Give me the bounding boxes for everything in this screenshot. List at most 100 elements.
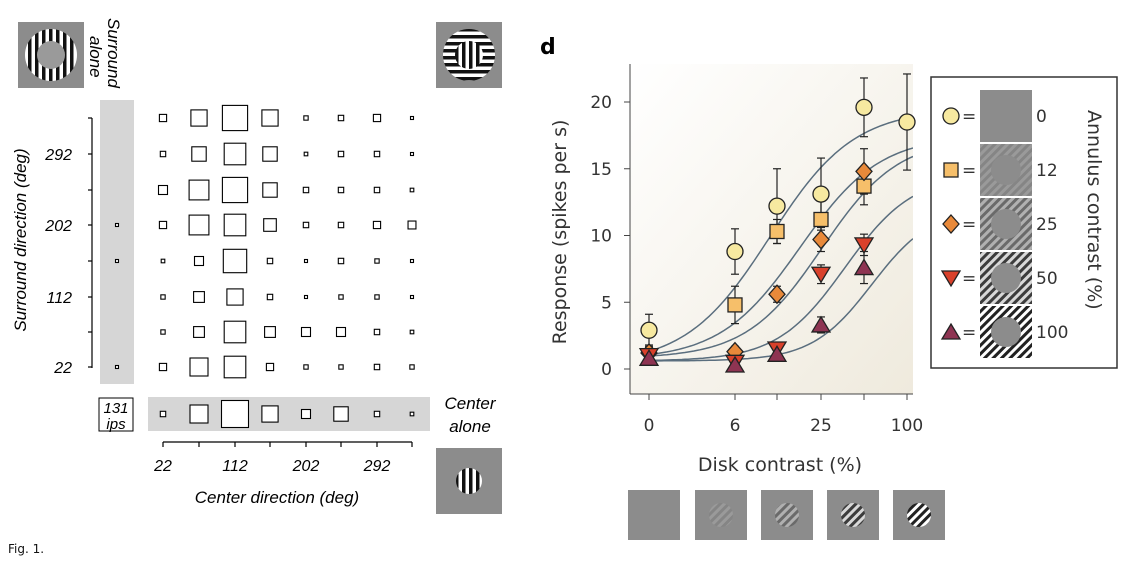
response-square — [409, 294, 415, 300]
center-alone-square — [189, 404, 209, 424]
legend-equals: = — [962, 161, 976, 181]
response-square — [190, 109, 208, 127]
disk-thumb-0 — [628, 490, 680, 540]
response-square — [409, 151, 415, 157]
response-square — [373, 328, 381, 336]
response-square — [409, 329, 415, 335]
center-alone-square — [261, 405, 279, 423]
response-square — [303, 258, 309, 264]
response-square — [337, 221, 345, 229]
response-square — [409, 115, 415, 121]
legend-marker-0 — [942, 107, 960, 125]
center-alone-square — [409, 411, 415, 417]
response-square — [189, 357, 209, 377]
surround-stimulus-icon — [18, 22, 84, 88]
legend-marker-50 — [940, 270, 962, 288]
legend-label: 12 — [1036, 161, 1058, 181]
response-square — [265, 362, 275, 372]
response-square — [262, 182, 278, 198]
legend-label: 100 — [1036, 323, 1068, 343]
response-square — [303, 151, 309, 157]
response-square — [160, 329, 166, 335]
response-square — [409, 364, 415, 370]
legend-label: 0 — [1036, 107, 1047, 127]
response-square — [373, 150, 381, 158]
response-square — [374, 258, 380, 264]
data-point-0 — [640, 321, 658, 339]
y-tick-label: 202 — [44, 218, 72, 235]
response-square — [335, 326, 347, 338]
legend: = 0 = 12 = 25 = 50 = 100 Annulus contrast (%) — [930, 76, 1118, 369]
y-tick-label: 10 — [590, 227, 612, 247]
data-points — [638, 73, 916, 373]
x-tick-label: 292 — [363, 458, 391, 475]
fit-curve — [654, 116, 913, 351]
data-point-50 — [810, 266, 832, 284]
data-point-25 — [812, 229, 830, 250]
response-square — [160, 294, 166, 300]
legend-stimulus-icon — [980, 198, 1032, 250]
response-square — [261, 109, 279, 127]
scale-label-unit: ips — [106, 416, 126, 433]
response-square — [262, 146, 278, 162]
data-point-50 — [853, 237, 875, 255]
data-point-12 — [727, 297, 743, 313]
surround-alone-label-line2: alone — [86, 36, 105, 78]
surround-alone-square — [114, 364, 120, 370]
center-stimulus-icon — [436, 448, 502, 514]
x-tick-label: 0 — [644, 416, 655, 436]
x-tick-label: 6 — [730, 416, 741, 436]
x-tick-label: 22 — [153, 458, 172, 475]
center-alone-square — [373, 410, 381, 418]
legend-marker-25 — [942, 214, 960, 234]
legend-stimulus-icon — [980, 252, 1032, 304]
y-tick-label: 0 — [601, 360, 612, 380]
response-square — [374, 294, 380, 300]
response-square — [158, 220, 168, 230]
response-square — [223, 142, 247, 166]
legend-title: Annulus contrast (%) — [1083, 110, 1105, 310]
legend-equals: = — [962, 215, 976, 235]
data-point-100 — [766, 345, 788, 362]
figure-caption: Fig. 1. — [8, 542, 45, 556]
y-tick-label: 5 — [601, 293, 612, 313]
fit-curve — [655, 238, 913, 362]
legend-label: 25 — [1036, 215, 1058, 235]
response-square — [338, 364, 344, 370]
center-alone-square — [300, 408, 312, 420]
contrast-response-panel: d 0 5 10 15 20 0 6 25 100 Response (spikes per s… — [540, 35, 1118, 540]
response-square — [303, 294, 309, 300]
response-square — [302, 221, 310, 229]
x-tick-label: 25 — [810, 416, 832, 436]
response-square — [372, 220, 382, 230]
response-square — [193, 255, 205, 267]
surround-direction-axis: 292 202 112 22 — [44, 117, 93, 377]
data-point-100 — [810, 315, 832, 333]
center-alone-square — [333, 406, 349, 422]
response-square — [191, 146, 207, 162]
response-square — [222, 248, 248, 274]
legend-stimulus-icon — [980, 144, 1032, 196]
response-axis-label: Response (spikes per s) — [549, 120, 571, 345]
response-square — [158, 113, 168, 123]
surround-center-matrix-panel: Surround alone 131 ips Center alone 2922… — [11, 18, 502, 514]
data-point-12 — [813, 211, 829, 228]
response-square — [338, 294, 344, 300]
data-point-12 — [769, 223, 785, 240]
response-square — [266, 293, 274, 301]
data-point-0 — [726, 242, 744, 261]
response-squares — [114, 104, 417, 429]
response-square — [303, 115, 309, 121]
data-point-0 — [812, 185, 830, 203]
y-tick-label: 22 — [53, 360, 72, 377]
surround-alone-square — [114, 258, 120, 264]
center-direction-axis: 22 112 202 292 — [153, 441, 413, 475]
response-square — [188, 214, 210, 236]
disk-contrast-thumbnails — [628, 490, 945, 540]
response-square — [372, 113, 382, 123]
response-square — [223, 355, 247, 379]
response-square — [337, 114, 345, 122]
response-square — [193, 326, 205, 338]
legend-equals: = — [962, 107, 976, 127]
